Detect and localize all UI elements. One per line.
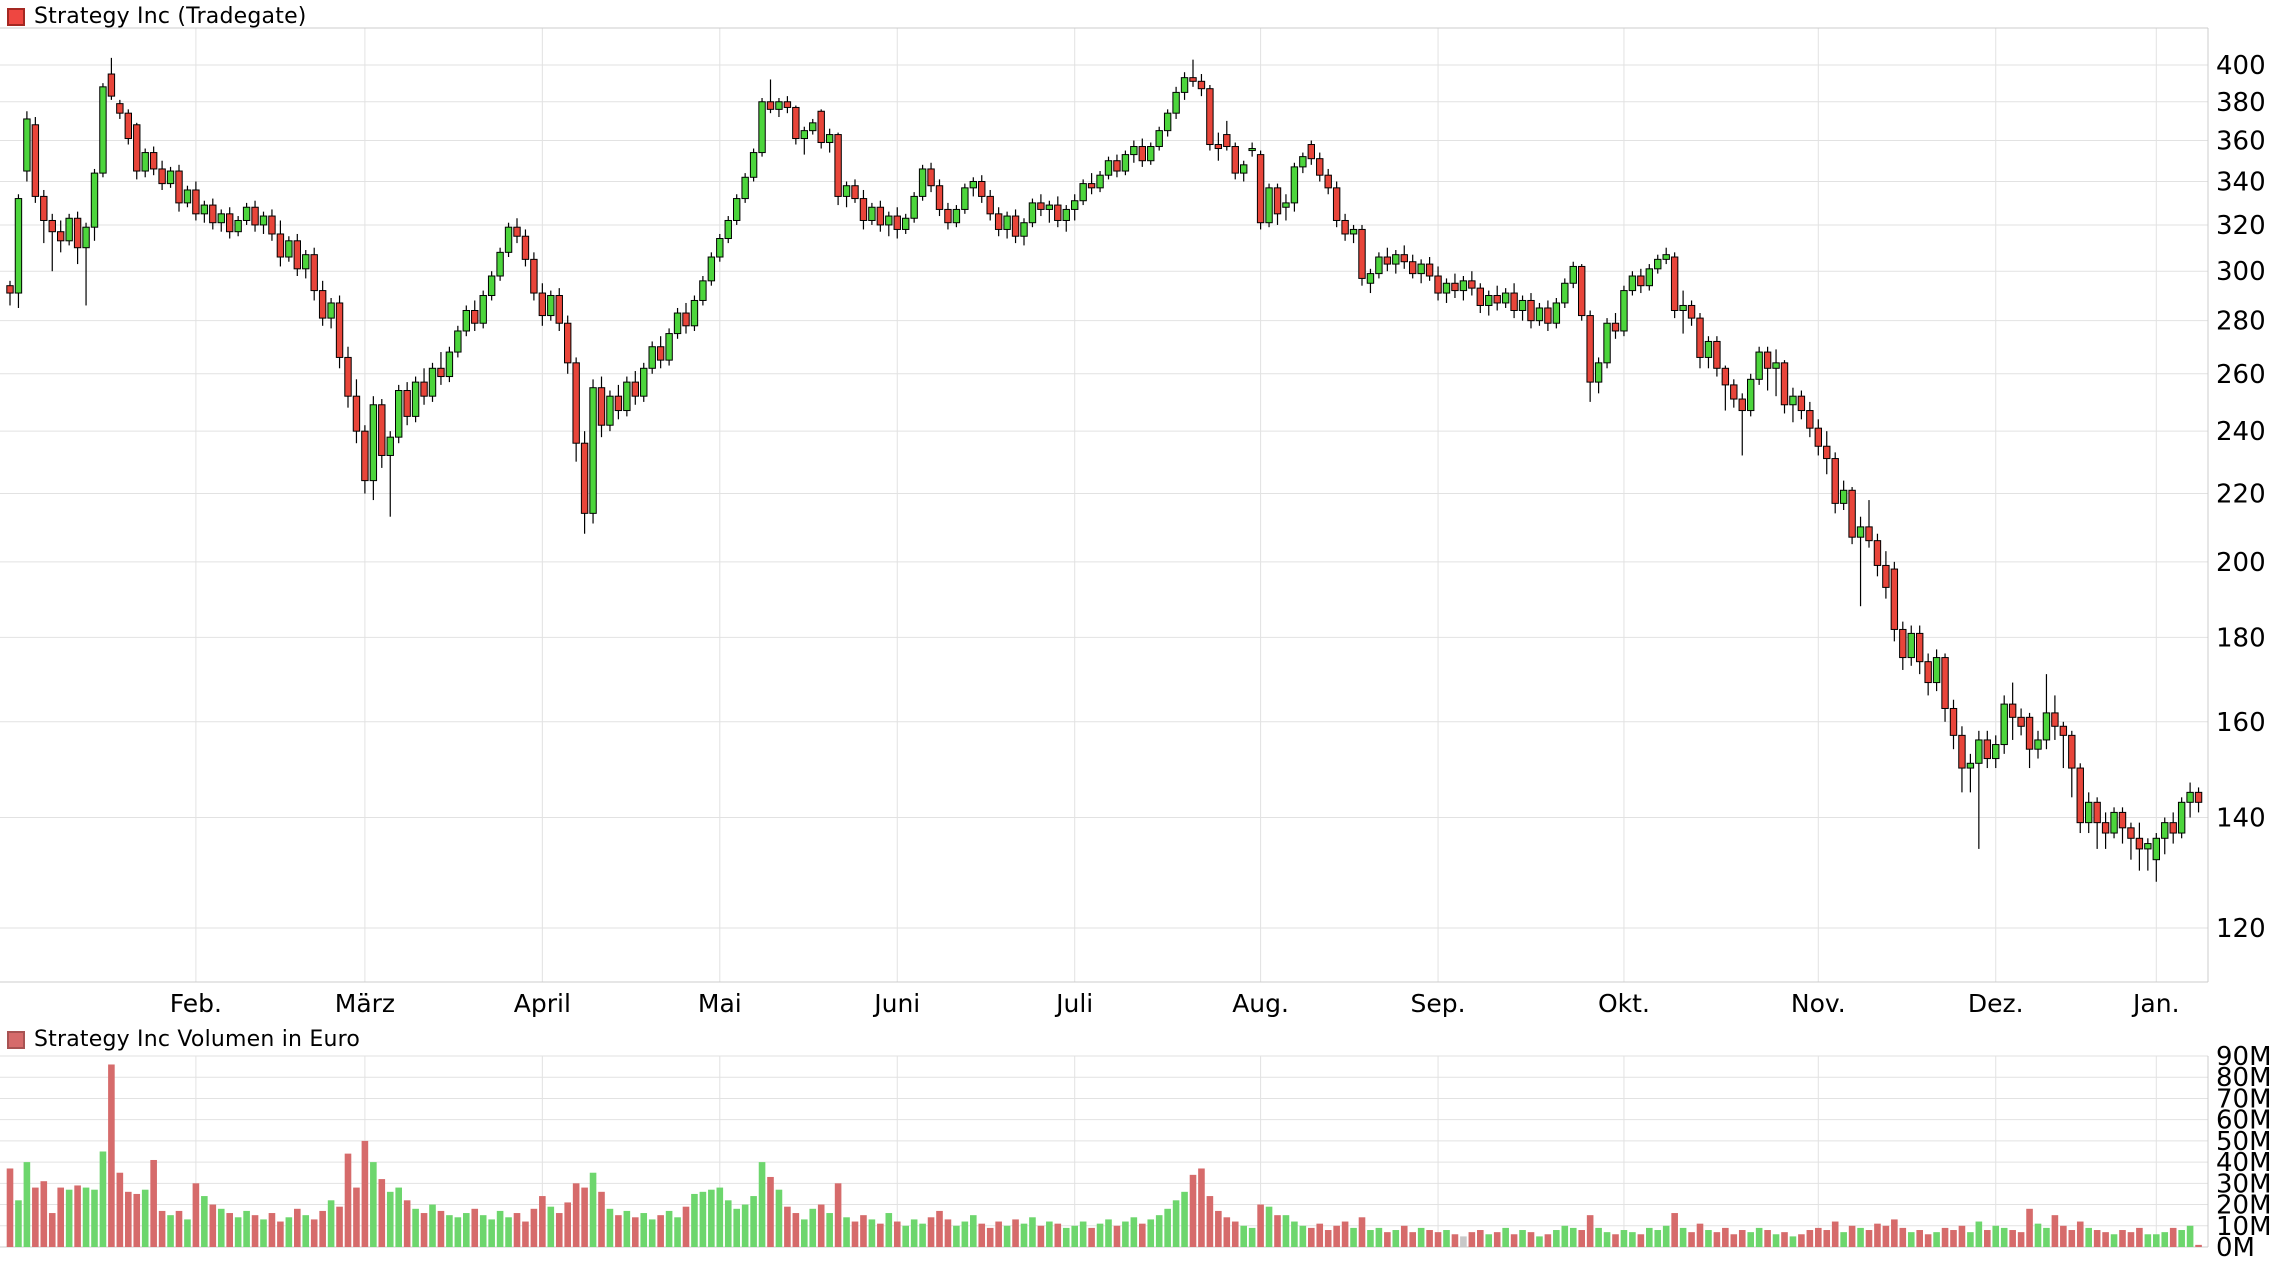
svg-text:40M: 40M xyxy=(2216,1148,2272,1178)
svg-text:Aug.: Aug. xyxy=(1232,989,1289,1018)
svg-text:300: 300 xyxy=(2216,257,2266,287)
svg-text:280: 280 xyxy=(2216,307,2266,337)
svg-text:0M: 0M xyxy=(2216,1233,2255,1263)
price-axis-labels: 400 380 360 340 320 300 280 260 240 220 200 180 160 1… xyxy=(2216,51,2266,944)
svg-text:Sep.: Sep. xyxy=(1411,989,1466,1018)
svg-text:160: 160 xyxy=(2216,708,2266,738)
svg-text:240: 240 xyxy=(2216,417,2266,447)
svg-text:März: März xyxy=(335,989,395,1018)
svg-text:380: 380 xyxy=(2216,88,2266,118)
svg-text:Mai: Mai xyxy=(698,989,742,1018)
svg-text:200: 200 xyxy=(2216,548,2266,578)
svg-text:10M: 10M xyxy=(2216,1212,2272,1242)
price-legend-label: Strategy Inc (Tradegate) xyxy=(34,4,307,29)
svg-text:70M: 70M xyxy=(2216,1084,2272,1114)
chart-gridlines xyxy=(0,28,2208,1248)
svg-text:360: 360 xyxy=(2216,127,2266,157)
volume-legend: Strategy Inc Volumen in Euro xyxy=(7,1027,360,1052)
volume-legend-swatch-icon xyxy=(7,1030,25,1049)
svg-text:180: 180 xyxy=(2216,623,2266,653)
svg-text:220: 220 xyxy=(2216,480,2266,510)
svg-text:400: 400 xyxy=(2216,51,2266,81)
svg-text:Juni: Juni xyxy=(872,989,920,1018)
svg-text:Nov.: Nov. xyxy=(1791,989,1846,1018)
svg-text:90M: 90M xyxy=(2216,1042,2272,1072)
price-legend: Strategy Inc (Tradegate) xyxy=(7,4,307,29)
price-candles xyxy=(6,57,2203,882)
svg-text:140: 140 xyxy=(2216,804,2266,834)
svg-text:260: 260 xyxy=(2216,360,2266,390)
svg-text:April: April xyxy=(514,989,571,1018)
svg-text:Feb.: Feb. xyxy=(170,989,222,1018)
volume-legend-label: Strategy Inc Volumen in Euro xyxy=(34,1027,361,1052)
volume-bars xyxy=(6,1064,2202,1247)
month-axis-labels: Feb. März April Mai Juni Juli Aug. Sep. Okt. Nov.… xyxy=(170,989,2180,1018)
price-legend-swatch-icon xyxy=(7,7,25,26)
svg-text:Dez.: Dez. xyxy=(1968,989,2024,1018)
svg-text:80M: 80M xyxy=(2216,1063,2272,1093)
svg-text:Jan.: Jan. xyxy=(2131,989,2179,1018)
svg-text:50M: 50M xyxy=(2216,1127,2272,1157)
svg-text:120: 120 xyxy=(2216,914,2266,944)
svg-text:30M: 30M xyxy=(2216,1169,2272,1199)
svg-text:Juli: Juli xyxy=(1054,989,1093,1018)
svg-text:Okt.: Okt. xyxy=(1598,989,1650,1018)
svg-text:320: 320 xyxy=(2216,211,2266,241)
svg-text:340: 340 xyxy=(2216,167,2266,197)
svg-text:60M: 60M xyxy=(2216,1106,2272,1136)
svg-text:20M: 20M xyxy=(2216,1191,2272,1221)
